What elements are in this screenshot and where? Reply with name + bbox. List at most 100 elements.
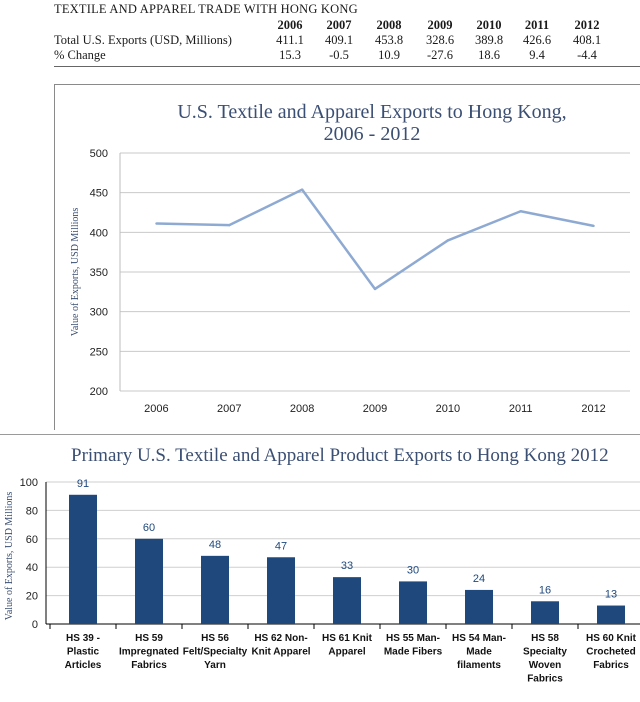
category-label: Made <box>466 647 492 658</box>
data-point <box>592 224 595 228</box>
category-label: Yarn <box>204 660 226 671</box>
bar <box>135 538 163 624</box>
category-label: Made Fibers <box>384 647 443 658</box>
table-divider <box>54 66 640 67</box>
data-label: 60 <box>143 522 155 534</box>
bar <box>333 577 361 624</box>
data-label: 13 <box>605 589 617 601</box>
table-cell: 409.1 <box>324 33 354 47</box>
table-cell: 9.4 <box>529 48 545 62</box>
bar <box>399 581 427 624</box>
table-cell: 453.8 <box>374 33 404 47</box>
data-label: 48 <box>209 539 221 551</box>
year-header: 2009 <box>427 18 453 32</box>
bar <box>267 557 295 624</box>
x-tick-label: 2007 <box>217 403 241 415</box>
line-chart-y-axis-label: Value of Exports, USD Millions <box>70 208 81 337</box>
y-tick-label: 500 <box>90 148 108 160</box>
series-line <box>156 188 594 291</box>
table-cell: 389.8 <box>474 33 504 47</box>
bar-chart: Primary U.S. Textile and Apparel Product… <box>4 445 640 685</box>
bar-chart-y-axis-label: Value of Exports, USD Millions <box>4 492 15 621</box>
y-tick-label: 0 <box>32 619 38 631</box>
category-label: Articles <box>65 660 102 671</box>
category-label: Fabrics <box>527 674 563 685</box>
category-label: HS 58 <box>531 633 559 644</box>
table-cell: 328.6 <box>425 33 455 47</box>
line-chart-title-line1: U.S. Textile and Apparel Exports to Hong… <box>177 101 566 123</box>
category-label: Fabrics <box>131 660 167 671</box>
trade-table: 2006 2007 2008 2009 2010 2011 2012 Total… <box>54 18 614 63</box>
row-label: Total U.S. Exports (USD, Millions) <box>54 33 232 47</box>
table-row: Total U.S. Exports (USD, Millions) 411.1… <box>54 33 614 48</box>
data-point <box>228 223 231 227</box>
x-tick-label: 2006 <box>144 403 168 415</box>
category-label: Crocheted <box>586 647 635 658</box>
year-header: 2012 <box>574 18 600 32</box>
table-row: % Change 15.3 -0.5 10.9 -27.6 18.6 9.4 -… <box>54 48 614 63</box>
x-tick-label: 2012 <box>581 403 605 415</box>
bar <box>465 589 493 624</box>
y-tick-label: 40 <box>26 562 38 574</box>
category-label: HS 39 - <box>66 633 100 644</box>
category-label: HS 59 <box>135 633 163 644</box>
data-point <box>300 188 304 191</box>
line-chart: U.S. Textile and Apparel Exports to Hong… <box>70 101 630 415</box>
year-header: 2010 <box>476 18 502 32</box>
bar <box>597 605 625 624</box>
category-label: Knit Apparel <box>251 647 310 658</box>
category-label: Apparel <box>328 647 365 658</box>
x-tick-label: 2008 <box>290 403 314 415</box>
y-tick-label: 250 <box>90 346 108 358</box>
table-cell: 10.9 <box>378 48 400 62</box>
table-cell: 408.1 <box>572 33 602 47</box>
line-chart-panel <box>54 84 640 430</box>
x-tick-label: 2011 <box>509 403 533 415</box>
data-label: 24 <box>473 573 485 585</box>
section-divider <box>0 434 640 435</box>
table-cell: 15.3 <box>279 48 301 62</box>
y-tick-label: 450 <box>90 188 108 200</box>
data-label: 47 <box>275 540 287 552</box>
y-tick-label: 80 <box>26 505 38 517</box>
category-label: HS 60 Knit <box>586 633 637 644</box>
data-label: 33 <box>341 560 353 572</box>
category-label: Woven <box>529 660 562 671</box>
data-label: 16 <box>539 584 551 596</box>
y-tick-label: 20 <box>26 591 38 603</box>
category-label: HS 56 <box>201 633 229 644</box>
category-label: HS 61 Knit <box>322 633 373 644</box>
y-tick-label: 300 <box>90 307 108 319</box>
y-tick-label: 100 <box>20 477 38 489</box>
y-tick-label: 400 <box>90 227 108 239</box>
table-header-row: 2006 2007 2008 2009 2010 2011 2012 <box>54 18 614 33</box>
data-label: 30 <box>407 564 419 576</box>
bar-chart-title: Primary U.S. Textile and Apparel Product… <box>71 445 609 466</box>
category-label: Plastic <box>67 647 100 658</box>
data-point <box>519 210 522 213</box>
x-tick-label: 2009 <box>363 403 387 415</box>
line-chart-title-line2: 2006 - 2012 <box>324 123 421 145</box>
y-tick-label: 60 <box>26 534 38 546</box>
category-label: Specialty <box>523 647 567 658</box>
bar <box>531 601 559 624</box>
y-tick-label: 200 <box>90 386 108 398</box>
table-cell: -0.5 <box>329 48 349 62</box>
year-header: 2006 <box>277 18 303 32</box>
bar <box>69 494 97 624</box>
data-point <box>373 287 377 291</box>
year-header: 2007 <box>326 18 352 32</box>
data-point <box>446 239 450 242</box>
bar <box>201 555 229 624</box>
y-tick-label: 350 <box>90 267 108 279</box>
category-label: Fabrics <box>593 660 629 671</box>
row-label: % Change <box>54 48 106 62</box>
table-cell: -4.4 <box>577 48 597 62</box>
data-label: 91 <box>77 478 89 490</box>
category-label: Felt/Specialty <box>183 647 248 658</box>
year-header: 2008 <box>376 18 402 32</box>
category-label: Impregnated <box>119 647 179 658</box>
table-cell: 426.6 <box>522 33 552 47</box>
category-label: HS 54 Man- <box>452 633 506 644</box>
year-header: 2011 <box>524 18 550 32</box>
